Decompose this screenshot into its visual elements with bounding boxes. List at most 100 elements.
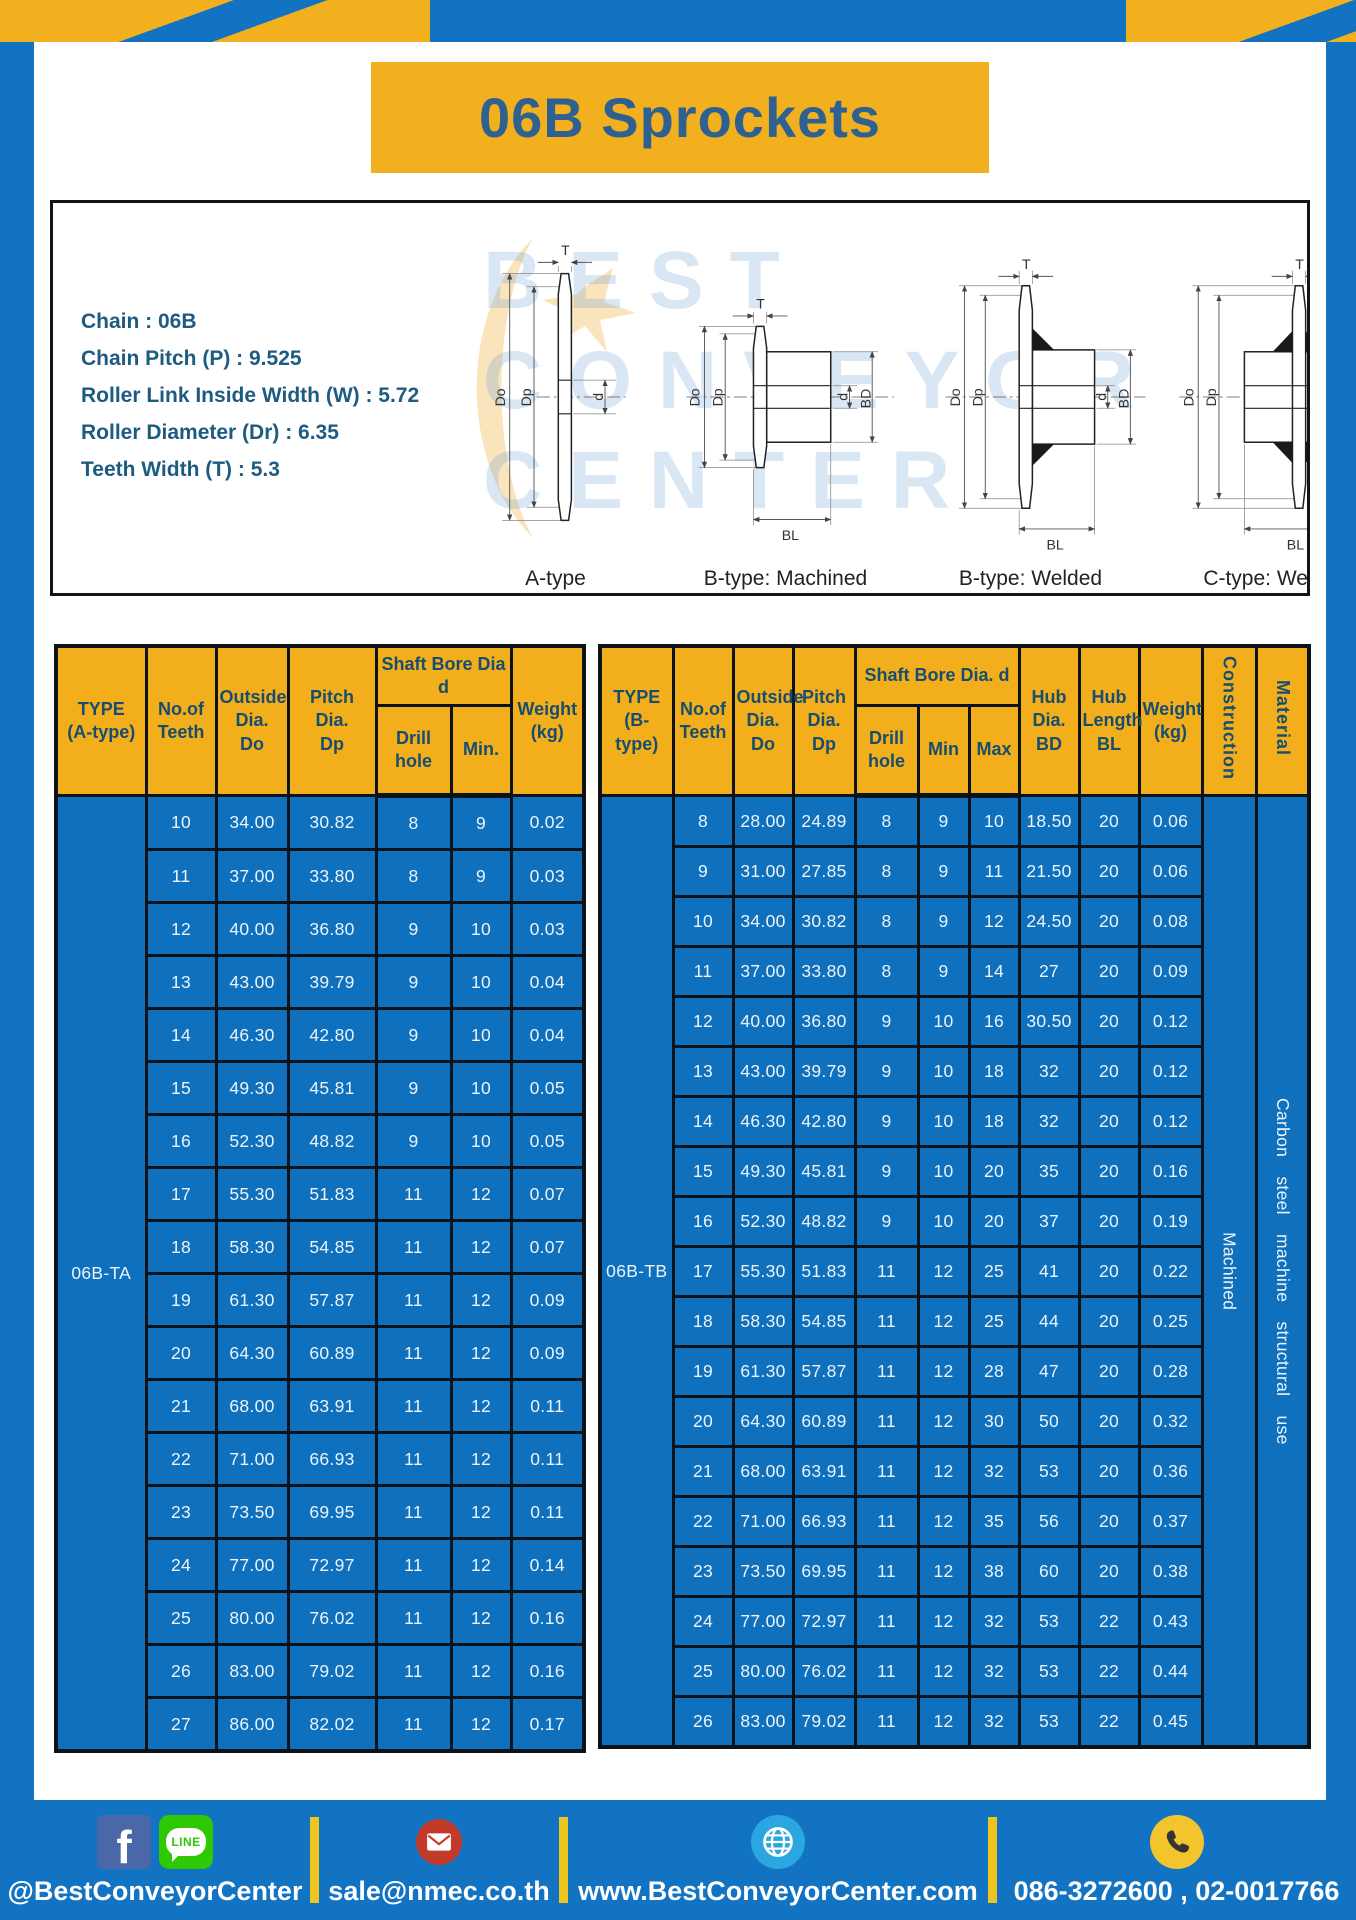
table-cell: 57.87 — [286, 1272, 378, 1328]
column-header-construction: Construction — [1200, 644, 1258, 797]
website-url[interactable]: www.BestConveyorCenter.com — [578, 1875, 978, 1906]
footer-divider — [988, 1817, 997, 1903]
table-cell: 0.36 — [1137, 1445, 1204, 1498]
dim-label-t: T — [756, 295, 765, 311]
table-cell: 12 — [144, 901, 218, 957]
table-cell: 43.00 — [731, 1045, 795, 1098]
table-cell: 8 — [374, 848, 453, 904]
table-cell: 20 — [1077, 1245, 1141, 1298]
sprocket-table-b-type: TYPE (B-type) No.of Teeth Outside Dia. D… — [598, 644, 1312, 1749]
diagram-panel: BEST CONVEYOR CENTER Chain : 06B Chain P… — [50, 200, 1310, 596]
table-cell: 82.02 — [286, 1696, 378, 1753]
table-cell: 9 — [853, 1045, 920, 1098]
table-cell: 30.82 — [286, 794, 378, 851]
table-cell: 63.91 — [286, 1378, 378, 1434]
table-cell: 0.02 — [509, 794, 586, 851]
table-cell: 9 — [853, 1145, 920, 1198]
hazard-stripes-left — [0, 0, 430, 42]
table-cell: 0.12 — [1137, 1045, 1204, 1098]
material-header-label: Material — [1272, 679, 1293, 756]
table-cell: 83.00 — [214, 1643, 290, 1699]
table-cell: 9 — [916, 895, 971, 948]
table-cell: 12 — [916, 1545, 971, 1598]
table-cell: 60 — [1017, 1545, 1081, 1598]
table-cell: 76.02 — [791, 1645, 857, 1698]
page-title-banner: 06B Sprockets — [371, 62, 989, 173]
facebook-handle[interactable]: @BestConveyorCenter — [7, 1875, 303, 1906]
table-cell: 54.85 — [791, 1295, 857, 1348]
table-row: 16 52.30 48.82 9 10 20 37 20 0.19 — [600, 1195, 1309, 1248]
column-header-shaft-bore: Shaft Bore Dia d — [374, 644, 513, 707]
table-row: 06B-TA 10 34.00 30.82 8 9 0.02 — [54, 794, 586, 1753]
table-cell: 51.83 — [791, 1245, 857, 1298]
email-address[interactable]: sale@nmec.co.th — [328, 1875, 550, 1906]
dim-label-do: Do — [687, 388, 703, 406]
table-cell: 50 — [1017, 1395, 1081, 1448]
dim-label-do: Do — [1181, 388, 1197, 406]
email-icon[interactable] — [416, 1818, 462, 1865]
table-row: 22 71.00 66.93 11 12 35 56 20 0.37 — [600, 1495, 1309, 1548]
table-cell: 24 — [144, 1537, 218, 1593]
table-cell: 0.12 — [1137, 995, 1204, 1048]
table-cell: 20 — [1077, 1495, 1141, 1548]
table-cell: 22 — [144, 1431, 218, 1487]
table-row: 27 86.00 82.02 11 12 0.17 — [56, 1696, 586, 1753]
table-cell: 32 — [1017, 1045, 1081, 1098]
table-cell: 18 — [967, 1045, 1021, 1098]
table-row: 22 71.00 66.93 11 12 0.11 — [56, 1431, 586, 1487]
phone-numbers[interactable]: 086-3272600 , 02-0017766 — [1013, 1875, 1340, 1906]
table-row: 12 40.00 36.80 9 10 16 30.50 20 0.12 — [600, 995, 1309, 1048]
table-cell: 10 — [449, 1113, 513, 1169]
table-cell: 8 — [671, 794, 735, 848]
table-cell: 53 — [1017, 1695, 1081, 1749]
table-cell: 0.07 — [509, 1166, 586, 1222]
table-row: 10 34.00 30.82 8 9 12 24.50 20 0.08 — [600, 895, 1309, 948]
table-cell: 23 — [144, 1484, 218, 1540]
table-cell: 45.81 — [791, 1145, 857, 1198]
line-label: LINE — [171, 1834, 201, 1849]
globe-icon[interactable] — [751, 1814, 805, 1869]
table-cell: 18 — [671, 1295, 735, 1348]
table-cell: 80.00 — [731, 1645, 795, 1698]
table-cell: 0.22 — [1137, 1245, 1204, 1298]
column-header-type: TYPE (A-type) — [54, 644, 148, 797]
table-cell: 11 — [374, 1590, 453, 1646]
table-cell: 11 — [374, 1696, 453, 1753]
spec-roller-link-width: Roller Link Inside Width (W) : 5.72 — [81, 384, 420, 407]
spec-teeth-width: Teeth Width (T) : 5.3 — [81, 458, 280, 481]
table-cell: 69.95 — [791, 1545, 857, 1598]
table-cell: 12 — [916, 1445, 971, 1498]
table-cell: 11 — [853, 1445, 920, 1498]
table-cell: 20 — [671, 1395, 735, 1448]
chain-specs: Chain : 06B Chain Pitch (P) : 9.525 Roll… — [81, 303, 419, 488]
table-cell: 25 — [967, 1245, 1021, 1298]
table-cell: 20 — [1077, 1345, 1141, 1398]
table-cell: 80.00 — [214, 1590, 290, 1646]
table-cell: 9 — [916, 794, 971, 848]
page-title: 06B Sprockets — [478, 86, 882, 149]
table-row: 19 61.30 57.87 11 12 0.09 — [56, 1272, 586, 1328]
table-cell: 8 — [853, 945, 920, 998]
table-cell: 17 — [144, 1166, 218, 1222]
table-cell: 12 — [916, 1595, 971, 1648]
table-row: 25 80.00 76.02 11 12 32 53 22 0.44 — [600, 1645, 1309, 1698]
table-cell: 9 — [916, 945, 971, 998]
table-cell: 0.32 — [1137, 1395, 1204, 1448]
table-cell: 69.95 — [286, 1484, 378, 1540]
table-cell: 14 — [967, 945, 1021, 998]
dim-label-dp: Dp — [518, 388, 534, 406]
facebook-icon[interactable]: f — [97, 1814, 151, 1869]
phone-icon[interactable] — [1149, 1814, 1204, 1869]
line-icon[interactable]: LINE — [159, 1814, 213, 1869]
table-cell: 32 — [967, 1445, 1021, 1498]
dim-label-dp: Dp — [1203, 388, 1219, 406]
table-cell: 30.50 — [1017, 995, 1081, 1048]
table-cell: 11 — [374, 1166, 453, 1222]
table-cell: 26 — [671, 1695, 735, 1749]
column-header-weight: Weight (kg) — [509, 644, 586, 797]
table-cell: 12 — [916, 1245, 971, 1298]
table-row: 24 77.00 72.97 11 12 0.14 — [56, 1537, 586, 1593]
dim-label-dp: Dp — [709, 388, 725, 406]
type-cell: 06B-TB — [598, 794, 675, 1749]
table-cell: 0.16 — [509, 1643, 586, 1699]
